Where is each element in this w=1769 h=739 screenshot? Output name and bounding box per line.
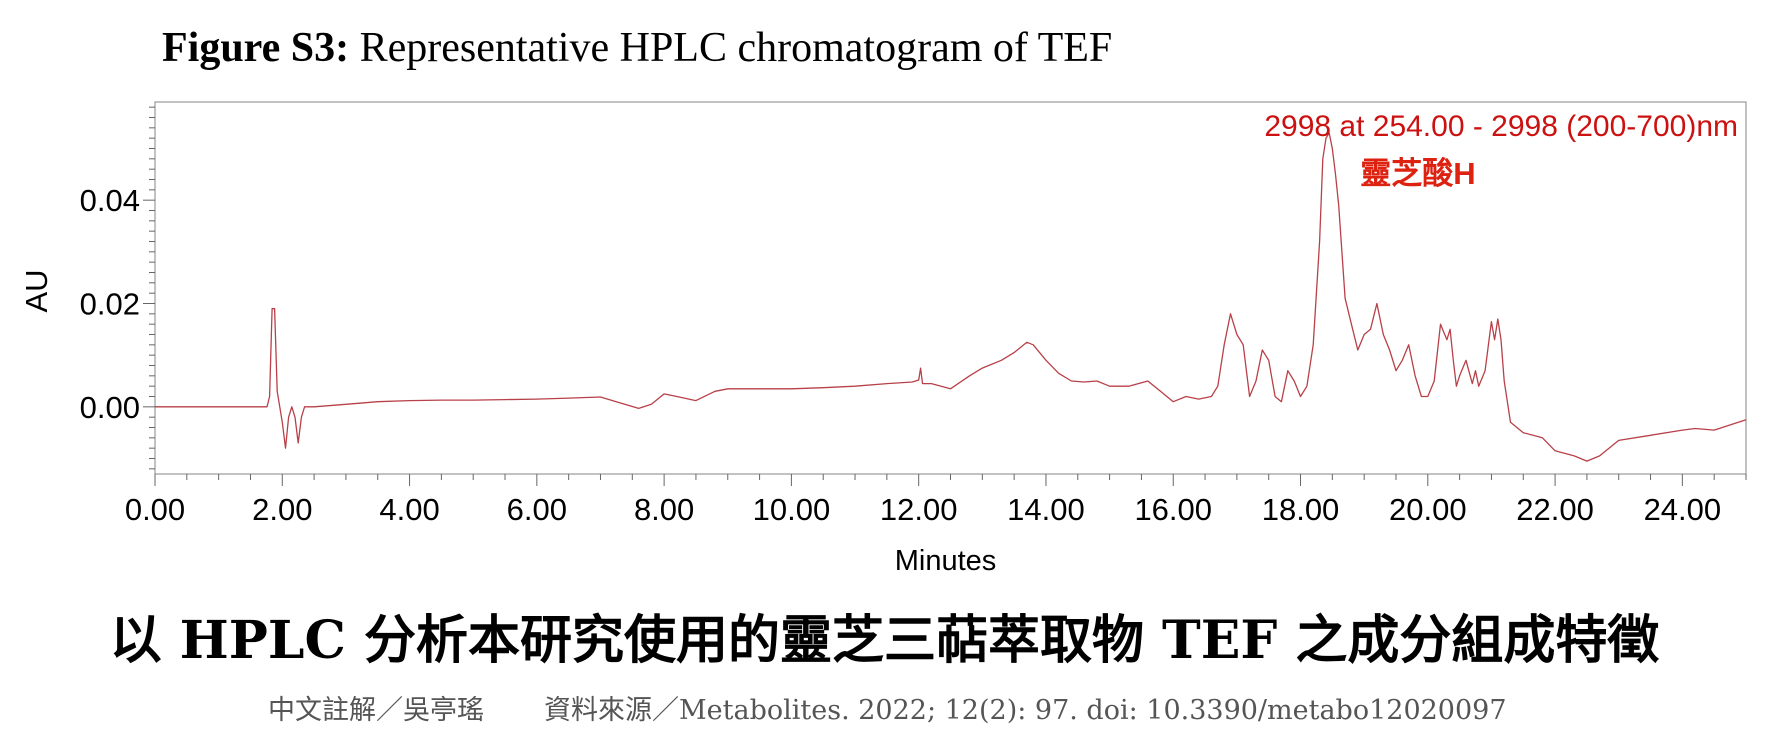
chromatogram-line bbox=[155, 132, 1747, 462]
caption-annotator: 中文註解／吳亭瑤 bbox=[268, 695, 484, 726]
y-tick-label: 0.04 bbox=[80, 183, 140, 218]
plot-frame bbox=[154, 101, 1747, 475]
figure-title-text: Representative HPLC chromatogram of TEF bbox=[349, 25, 1113, 71]
x-tick-label: 8.00 bbox=[634, 492, 694, 527]
x-tick-label: 16.00 bbox=[1134, 492, 1212, 527]
x-tick-label: 4.00 bbox=[379, 492, 439, 527]
y-tick-label: 0.00 bbox=[80, 390, 140, 425]
chromatogram-chart: 0.00 2.00 4.00 6.00 8.00 10.00 12.00 14.00 16.00… bbox=[19, 101, 1747, 577]
x-tick-label: 12.00 bbox=[880, 492, 958, 527]
x-tick-label: 6.00 bbox=[507, 492, 567, 527]
figure-label: Figure S3: bbox=[162, 25, 350, 71]
caption-credit: 中文註解／吳亭瑤 資料來源／Metabolites. 2022; 12(2): 9… bbox=[268, 688, 1507, 727]
peak-label: 靈芝酸H bbox=[1360, 156, 1475, 191]
y-tick-label: 0.02 bbox=[80, 287, 140, 322]
x-tick-label: 22.00 bbox=[1516, 492, 1594, 527]
x-tick-label: 2.00 bbox=[252, 492, 312, 527]
figure-title: Figure S3: Representative HPLC chromatog… bbox=[162, 24, 1112, 72]
caption-source: 資料來源／Metabolites. 2022; 12(2): 97. doi: … bbox=[544, 695, 1507, 726]
caption-main: 以 HPLC 分析本研究使用的靈芝三萜萃取物 TEF 之成分組成特徵 bbox=[109, 610, 1660, 671]
x-tick-label: 0.00 bbox=[125, 492, 185, 527]
x-tick-label: 20.00 bbox=[1389, 492, 1467, 527]
detector-annotation: 2998 at 254.00 - 2998 (200-700)nm bbox=[1264, 110, 1738, 143]
x-tick-label: 24.00 bbox=[1644, 492, 1722, 527]
y-axis-label: AU bbox=[19, 269, 54, 312]
x-axis-label: Minutes bbox=[895, 545, 997, 577]
x-tick-label: 14.00 bbox=[1007, 492, 1085, 527]
x-tick-label: 18.00 bbox=[1262, 492, 1340, 527]
x-tick-label: 10.00 bbox=[753, 492, 831, 527]
